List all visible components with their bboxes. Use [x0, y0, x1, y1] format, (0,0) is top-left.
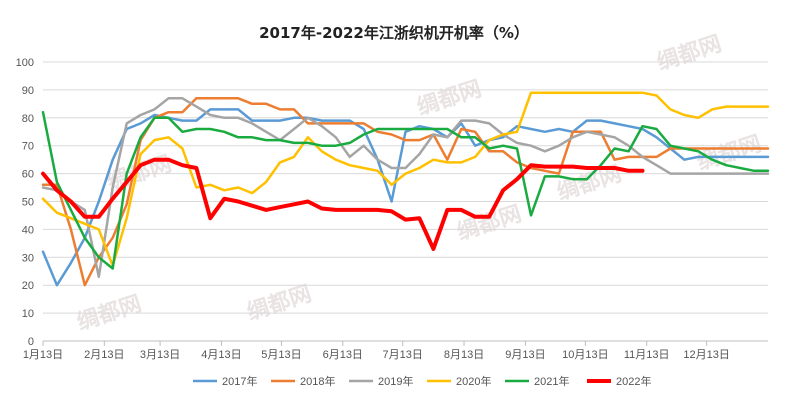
y-tick-label: 80 — [22, 113, 34, 125]
legend-label: 2018年 — [300, 374, 335, 388]
y-tick-label: 90 — [22, 85, 34, 97]
x-tick-label: 8月13日 — [444, 349, 484, 361]
series-lines — [41, 91, 770, 287]
x-tick-label: 5月13日 — [261, 349, 301, 361]
legend-label: 2021年 — [534, 374, 569, 388]
y-tick-label: 20 — [22, 280, 34, 292]
x-tick-label: 11月13日 — [624, 349, 670, 361]
watermark-text: 绸都网 — [454, 201, 525, 246]
x-tick-label: 12月13日 — [683, 349, 729, 361]
gridlines — [43, 61, 768, 342]
y-axis-ticks: 0 10 20 30 40 50 60 70 80 90 100 — [16, 57, 34, 348]
x-tick-label: 10月13日 — [562, 349, 608, 361]
y-tick-label: 10 — [22, 308, 34, 320]
legend: 2017年 2018年 2019年 2020年 2021年 2022年 — [193, 374, 651, 388]
y-tick-label: 30 — [22, 252, 34, 264]
x-tick-label: 7月13日 — [383, 349, 423, 361]
legend-label: 2017年 — [222, 374, 257, 388]
y-tick-label: 0 — [28, 336, 34, 348]
x-tick-label: 2月13日 — [84, 349, 124, 361]
x-tick-label: 3月13日 — [140, 349, 180, 361]
watermark-text: 绸都网 — [414, 76, 485, 121]
legend-label: 2020年 — [456, 374, 491, 388]
chart-title: 2017年-2022年江浙织机开机率（%） — [259, 24, 529, 42]
y-tick-label: 60 — [22, 169, 34, 181]
series-line — [41, 108, 770, 287]
legend-label: 2022年 — [616, 374, 651, 388]
watermark-text: 绸都网 — [654, 31, 725, 76]
x-tick-label: 1月13日 — [23, 349, 63, 361]
x-axis-ticks: 1月13日 2月13日 3月13日 4月13日 5月13日 6月13日 7月13日 8月13日… — [23, 340, 768, 361]
x-tick-label: 6月13日 — [323, 349, 363, 361]
series-line — [41, 97, 770, 287]
x-tick-label: 9月13日 — [505, 349, 545, 361]
y-tick-label: 40 — [22, 224, 34, 236]
watermark-text: 绸都网 — [244, 281, 315, 326]
y-tick-label: 70 — [22, 141, 34, 153]
series-line — [41, 97, 770, 279]
series-line — [41, 91, 770, 267]
series-line — [41, 110, 770, 270]
legend-label: 2019年 — [378, 374, 413, 388]
y-tick-label: 100 — [16, 57, 34, 69]
x-tick-label: 4月13日 — [201, 349, 241, 361]
y-tick-label: 50 — [22, 197, 34, 209]
series-line — [41, 157, 645, 251]
watermark-text: 绸都网 — [694, 131, 765, 176]
